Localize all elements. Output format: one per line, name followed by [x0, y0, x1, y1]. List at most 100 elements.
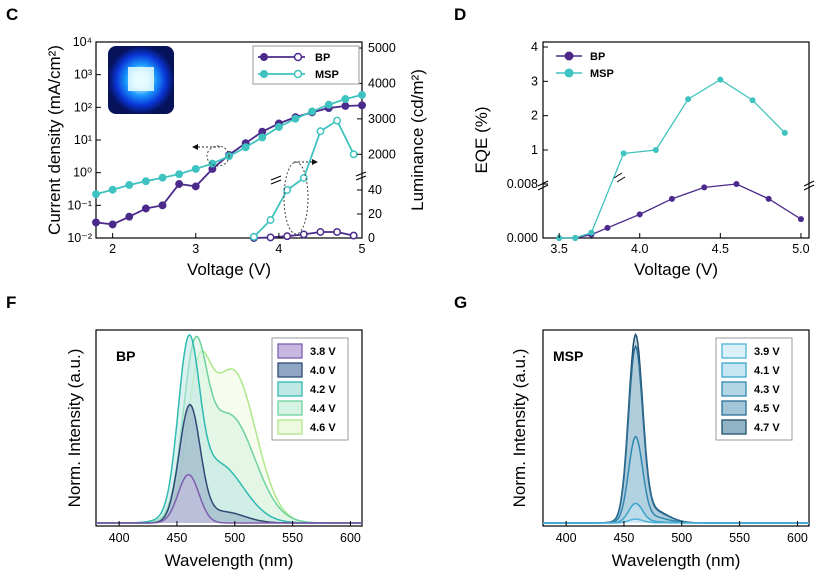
panel-g-frame — [542, 329, 810, 527]
panel-d-point-msp — [588, 229, 595, 236]
panel-d-point-bp — [733, 181, 740, 187]
panel-d-x-tick-label: 4.0 — [631, 242, 648, 256]
panel-letter-d: D — [454, 5, 466, 24]
panel-c-point-bp — [92, 218, 100, 227]
panel-c-point-bp — [108, 220, 117, 229]
panel-c-point-bp — [158, 201, 167, 210]
panel-d-point-msp — [717, 76, 724, 83]
panel-c-point-msp — [141, 177, 150, 186]
panel-d-point-bp — [636, 211, 643, 218]
panel-c-point-bp — [175, 180, 184, 188]
panel-c-point-bp — [333, 228, 342, 236]
axis-break-mark — [803, 180, 815, 187]
panel-c-y-left-tick-label: 10⁻² — [67, 231, 92, 245]
panel-d-legend-marker — [564, 51, 574, 61]
panel-g-x-tick-label: 400 — [556, 531, 577, 545]
panel-c-y-left-tick-label: 10⁻¹ — [67, 198, 92, 212]
panel-d-point-bp — [701, 184, 708, 191]
panel-c-point-bp — [349, 231, 358, 240]
axis-break-mark — [537, 184, 549, 191]
panel-c-point-msp — [291, 114, 300, 123]
panel-d-y-tick-label: 0.000 — [507, 231, 538, 245]
panel-c-point-bp — [299, 230, 308, 239]
annotation-arrowhead-right — [312, 159, 318, 165]
panel-f-inset-label: BP — [116, 348, 135, 364]
panel-c-point-msp — [358, 90, 366, 99]
axis-break-mark — [613, 172, 623, 179]
panel-c-point-bp — [141, 204, 150, 213]
panel-f-legend-label: 4.2 V — [310, 384, 336, 396]
panel-c-point-msp — [175, 170, 184, 179]
panel-c-point-msp — [324, 100, 333, 109]
panel-g-legend-swatch — [721, 400, 747, 416]
panel-c-y-left-axis-label: Current density (mA/cm²) — [45, 45, 64, 235]
panel-d-y-tick-label: 2 — [531, 109, 538, 123]
panel-f-y-axis-label: Norm. Intensity (a.u.) — [65, 349, 84, 508]
panel-d-point-bp — [797, 216, 804, 223]
panel-c-y-left-tick-label: 10⁴ — [73, 35, 92, 49]
panel-d-chart: 3.5 4.0 4.5 5.0 1 2 3 4 0.000 0.008 BP MSP Voltage… — [472, 40, 815, 279]
panel-d-legend-label: BP — [590, 51, 605, 63]
panel-c-legend-marker-filled — [260, 70, 268, 78]
panel-c-point-msp — [125, 181, 134, 189]
panel-c-y-left-tick-label: 10² — [74, 100, 92, 114]
axis-break-mark — [616, 176, 626, 183]
panel-d-x-tick-label: 5.0 — [792, 242, 809, 256]
panel-c-point-msp — [274, 123, 283, 131]
led-pixel-image — [128, 67, 154, 91]
panel-d-y-axis-label: EQE (%) — [472, 106, 491, 173]
panel-g-x-tick-label: 550 — [729, 531, 750, 545]
panel-c-legend-label: MSP — [315, 69, 339, 81]
panel-c-y-right-axis-label: Luminance (cd/m²) — [408, 69, 427, 211]
axis-break-mark — [270, 179, 282, 185]
panel-d-x-tick-label: 3.5 — [550, 242, 567, 256]
panel-f-x-tick-label: 600 — [340, 531, 361, 545]
panel-d-point-bp — [765, 195, 772, 202]
panel-c-point-msp — [191, 164, 200, 173]
panel-f-legend-swatch — [277, 419, 303, 435]
panel-c-legend-label: BP — [315, 52, 330, 64]
panel-d-x-tick-label: 4.5 — [712, 242, 729, 256]
panel-c-point-msp — [241, 143, 250, 152]
axis-break-mark — [270, 175, 282, 181]
panel-c-point-msp — [308, 107, 317, 116]
panel-c-legend-marker-filled — [260, 53, 268, 61]
panel-c-point-bp — [191, 182, 200, 191]
panel-f-legend-label: 4.6 V — [310, 422, 336, 434]
panel-c-y-left-tick-label: 10⁰ — [73, 166, 92, 180]
panel-c-y-right-tick-label: 5000 — [368, 41, 396, 55]
panel-c-point-msp — [283, 186, 292, 194]
panel-f-legend-swatch — [277, 400, 303, 416]
panel-c-legend-marker-open — [293, 52, 303, 62]
panel-g-inset-label: MSP — [553, 348, 583, 364]
panel-d-point-msp — [620, 150, 627, 157]
panel-c-point-bp — [283, 232, 292, 241]
panel-g-chart: 400 450 500 550 600 3.9 V 4.1 V 4.3 V 4.5 V 4.7 … — [510, 329, 810, 570]
panel-g-x-tick-label: 600 — [787, 531, 808, 545]
panel-c-y-right-tick-label: 3000 — [368, 112, 396, 126]
panel-f-legend-label: 3.8 V — [310, 346, 336, 358]
panel-c-point-msp — [249, 232, 258, 241]
panel-d-series-line-bp — [559, 183, 802, 239]
annotation-ellipse-luminance — [283, 161, 309, 235]
panel-g-legend-label: 4.1 V — [754, 365, 780, 377]
panel-d-y-tick-label: 3 — [531, 74, 538, 88]
panel-c-point-msp — [349, 150, 358, 159]
panel-c-point-bp — [125, 212, 134, 221]
panel-c-point-msp — [299, 174, 308, 182]
panel-g-legend-label: 4.3 V — [754, 384, 780, 396]
panel-g-x-axis-label: Wavelength (nm) — [612, 551, 741, 570]
panel-c-x-axis-label: Voltage (V) — [187, 260, 271, 279]
panel-c-y-right-tick-label: 2000 — [368, 147, 396, 161]
panel-f-x-tick-label: 450 — [167, 531, 188, 545]
panel-d-y-tick-label: 0.008 — [507, 177, 538, 191]
panel-c-x-tick-label: 2 — [109, 242, 116, 256]
axis-break-mark — [537, 180, 549, 187]
panel-f-spectrum-area — [96, 334, 362, 523]
panel-f-legend-label: 4.4 V — [310, 403, 336, 415]
panel-d-point-msp — [572, 235, 579, 241]
panel-c-point-msp — [92, 190, 100, 199]
panel-c-point-msp — [333, 116, 342, 125]
panel-f-x-tick-label: 400 — [109, 531, 130, 545]
